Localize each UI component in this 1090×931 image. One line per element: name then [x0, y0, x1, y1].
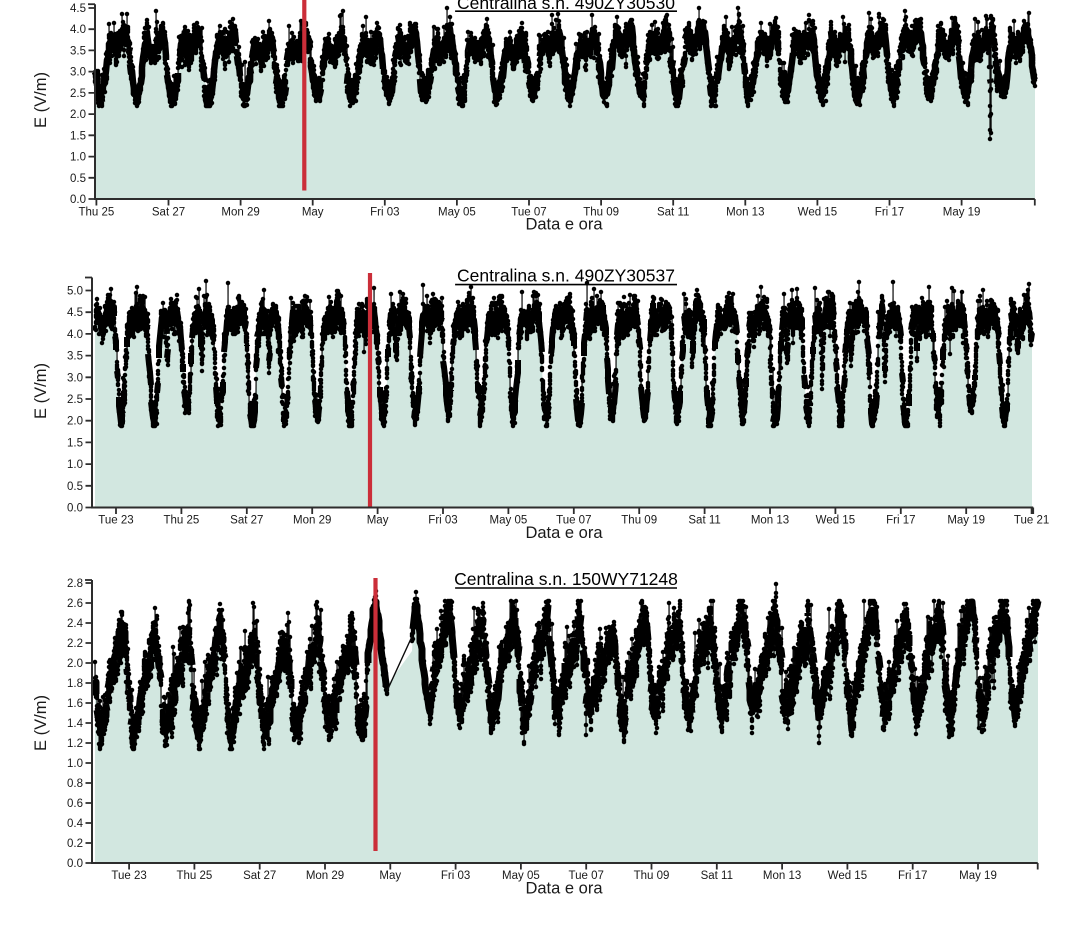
svg-text:4.5: 4.5: [67, 307, 83, 319]
svg-text:Mon 29: Mon 29: [306, 870, 344, 882]
svg-text:Mon 29: Mon 29: [293, 515, 331, 527]
svg-text:Centralina s.n. 150WY71248: Centralina s.n. 150WY71248: [454, 569, 678, 589]
svg-text:1.0: 1.0: [67, 459, 83, 471]
svg-text:0.8: 0.8: [67, 778, 83, 790]
svg-text:E (V/m): E (V/m): [32, 363, 50, 419]
svg-text:Tue 23: Tue 23: [111, 870, 146, 882]
svg-text:E (V/m): E (V/m): [32, 695, 50, 751]
svg-text:Sat 11: Sat 11: [688, 515, 720, 527]
svg-text:0.5: 0.5: [67, 481, 83, 493]
svg-text:May: May: [379, 870, 401, 882]
svg-text:Fri 17: Fri 17: [898, 870, 927, 882]
svg-text:2.0: 2.0: [70, 109, 86, 121]
svg-text:2.8: 2.8: [67, 578, 83, 590]
svg-text:Mon 29: Mon 29: [221, 207, 259, 219]
svg-text:Centralina s.n. 490ZY30537: Centralina s.n. 490ZY30537: [457, 266, 675, 286]
svg-text:4.0: 4.0: [70, 24, 86, 36]
svg-text:2.4: 2.4: [67, 618, 84, 630]
svg-text:5.0: 5.0: [67, 286, 83, 298]
svg-text:Sat 11: Sat 11: [701, 870, 733, 882]
svg-text:0.0: 0.0: [67, 503, 83, 515]
svg-text:Wed 15: Wed 15: [816, 515, 855, 527]
svg-text:Thu 25: Thu 25: [163, 515, 199, 527]
svg-text:Fri 17: Fri 17: [886, 515, 915, 527]
svg-text:0.5: 0.5: [70, 173, 86, 185]
svg-text:Tue 21: Tue 21: [1014, 515, 1049, 527]
svg-text:2.5: 2.5: [67, 394, 83, 406]
svg-text:1.5: 1.5: [70, 130, 86, 142]
svg-text:1.6: 1.6: [67, 698, 83, 710]
svg-text:Fri 03: Fri 03: [370, 207, 399, 219]
svg-text:May 19: May 19: [959, 870, 997, 882]
svg-text:Tue 07: Tue 07: [569, 870, 604, 882]
svg-text:1.2: 1.2: [67, 738, 83, 750]
svg-text:2.0: 2.0: [67, 658, 83, 670]
svg-text:May 19: May 19: [943, 207, 981, 219]
svg-text:4.0: 4.0: [67, 329, 83, 341]
svg-text:0.4: 0.4: [67, 818, 84, 830]
svg-text:May 19: May 19: [947, 515, 985, 527]
svg-text:Fri 17: Fri 17: [875, 207, 904, 219]
svg-text:Centralina s.n. 490ZY30530: Centralina s.n. 490ZY30530: [457, 0, 675, 13]
svg-text:Thu 09: Thu 09: [583, 207, 619, 219]
svg-text:May 05: May 05: [438, 207, 476, 219]
svg-text:Tue 07: Tue 07: [556, 515, 591, 527]
svg-text:Mon 13: Mon 13: [763, 870, 801, 882]
svg-text:1.5: 1.5: [67, 437, 83, 449]
svg-text:3.5: 3.5: [67, 351, 83, 363]
svg-text:Fri 03: Fri 03: [441, 870, 470, 882]
svg-text:4.5: 4.5: [70, 3, 86, 15]
svg-text:Data e ora: Data e ora: [525, 216, 603, 234]
svg-text:3.5: 3.5: [70, 45, 86, 57]
svg-text:Fri 03: Fri 03: [428, 515, 457, 527]
svg-text:2.0: 2.0: [67, 416, 83, 428]
svg-text:2.2: 2.2: [67, 638, 83, 650]
svg-text:Data e ora: Data e ora: [525, 524, 603, 542]
svg-text:Wed 15: Wed 15: [828, 870, 867, 882]
svg-text:2.5: 2.5: [70, 88, 86, 100]
svg-text:0.2: 0.2: [67, 838, 83, 850]
svg-text:Mon 13: Mon 13: [751, 515, 789, 527]
svg-text:May 05: May 05: [502, 870, 540, 882]
svg-text:Data e ora: Data e ora: [525, 879, 603, 897]
svg-text:1.8: 1.8: [67, 678, 83, 690]
svg-text:May 05: May 05: [490, 515, 528, 527]
svg-text:0.6: 0.6: [67, 798, 83, 810]
svg-text:Mon 13: Mon 13: [726, 207, 764, 219]
svg-text:Sat 11: Sat 11: [657, 207, 689, 219]
svg-text:May: May: [302, 207, 324, 219]
svg-text:May: May: [367, 515, 389, 527]
svg-text:1.0: 1.0: [70, 152, 86, 164]
svg-text:Sat 27: Sat 27: [230, 515, 263, 527]
svg-text:Tue 23: Tue 23: [98, 515, 133, 527]
svg-text:0.0: 0.0: [70, 194, 86, 206]
svg-text:Thu 25: Thu 25: [176, 870, 212, 882]
svg-text:0.0: 0.0: [67, 858, 83, 870]
svg-text:3.0: 3.0: [67, 372, 83, 384]
svg-text:3.0: 3.0: [70, 67, 86, 79]
svg-text:E (V/m): E (V/m): [32, 72, 50, 128]
svg-text:1.4: 1.4: [67, 718, 84, 730]
svg-text:Thu 09: Thu 09: [634, 870, 670, 882]
svg-text:Sat 27: Sat 27: [243, 870, 276, 882]
svg-text:Tue 07: Tue 07: [511, 207, 546, 219]
svg-text:Thu 09: Thu 09: [621, 515, 657, 527]
svg-text:2.6: 2.6: [67, 598, 83, 610]
svg-text:Sat 27: Sat 27: [152, 207, 185, 219]
svg-text:Thu 25: Thu 25: [78, 207, 114, 219]
svg-text:Wed 15: Wed 15: [798, 207, 837, 219]
svg-text:1.0: 1.0: [67, 758, 83, 770]
